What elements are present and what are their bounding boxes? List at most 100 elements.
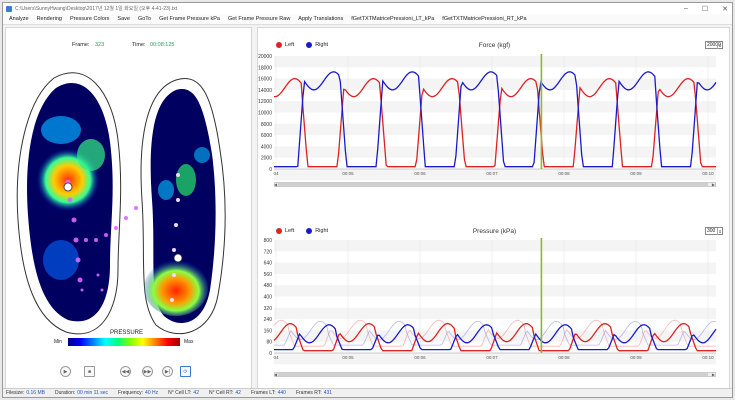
y-tick-label: 10000 — [258, 111, 272, 117]
pressure-color-scale — [68, 338, 180, 346]
filesize-value: 0.16 MB — [26, 390, 45, 396]
pressure-scale-spinner[interactable]: 300 ⇕ — [705, 227, 723, 235]
status-bar: Filesize: 0.16 MB Duration: 00 min 11 sec … — [3, 388, 732, 397]
force-legend-left: Left — [285, 42, 295, 48]
x-tick-label: 00:06 — [414, 171, 426, 176]
time-label: Time: — [132, 42, 146, 48]
x-tick-label: 00:06 — [414, 355, 426, 360]
frame-label: Frame: — [72, 42, 90, 48]
y-tick-label: 320 — [264, 306, 273, 312]
y-tick-label: 800 — [264, 238, 273, 244]
x-tick-label: 00:08 — [558, 355, 570, 360]
legend-left-dot — [276, 42, 282, 48]
x-tick-label: 00:07 — [486, 355, 498, 360]
y-tick-label: 160 — [264, 328, 273, 334]
force-scale-spinner[interactable]: 20000 ⇕ — [705, 41, 723, 49]
menu-bar: Analyze Rendering Pressure Colors Save G… — [3, 14, 732, 25]
menu-frame-kpa[interactable]: Get Frame Pressure kPa — [159, 16, 220, 22]
y-tick-label: 16000 — [258, 77, 272, 83]
y-tick-label: 2000 — [261, 156, 272, 162]
y-tick-label: 8000 — [261, 122, 272, 128]
cell-rt-label: N° Cell RT: — [208, 390, 234, 396]
pressure-min-label: Min — [54, 339, 63, 345]
insole-svg — [16, 72, 226, 335]
loop-button[interactable]: ⟳ — [180, 366, 191, 377]
force-spin-value: 20000 — [707, 42, 721, 48]
right-series-line — [274, 324, 717, 351]
faded-series-line — [274, 320, 717, 346]
y-tick-label: 480 — [264, 283, 273, 289]
pressure-spin-value: 300 — [707, 228, 716, 234]
menu-matrice-lt[interactable]: fGetTXTMatricePressioni_LT_kPa — [351, 16, 435, 22]
y-tick-label: 18000 — [258, 65, 272, 71]
y-tick-label: 0 — [269, 167, 272, 173]
frequency-label: Frequency: — [118, 390, 144, 396]
cell-lt-value: 42 — [193, 390, 199, 396]
x-tick-label: 04 — [273, 355, 279, 360]
minimize-icon[interactable]: – — [683, 5, 688, 12]
legend-right-dot — [306, 228, 313, 234]
pressure-map-panel: Frame: 323 Time: 00:08:125 — [5, 27, 252, 389]
maximize-icon[interactable]: ☐ — [701, 5, 709, 13]
window-title: C:\Users\SunnyHwang\Desktop\2017년 12월 1일… — [15, 6, 178, 12]
pressure-scrollbar[interactable]: ◀ ▶ — [274, 372, 716, 377]
play-button[interactable]: ▶ — [60, 366, 71, 377]
y-tick-label: 0 — [269, 351, 272, 357]
frequency-value: 40 Hz — [145, 390, 159, 396]
legend-right-dot — [306, 42, 313, 48]
y-tick-label: 14000 — [258, 88, 272, 94]
left-cop-marker — [63, 182, 73, 192]
y-tick-label: 20000 — [258, 54, 272, 60]
y-tick-label: 400 — [264, 295, 273, 301]
app-icon — [6, 5, 12, 12]
menu-rendering[interactable]: Rendering — [36, 16, 62, 22]
menu-matrice-rt[interactable]: fGetTXTMatricePressioni_RT_kPa — [442, 16, 527, 22]
y-tick-label: 720 — [264, 249, 273, 255]
menu-goto[interactable]: GoTo — [137, 16, 152, 22]
pressure-legend-right: Right — [315, 228, 329, 234]
title-bar: C:\Users\SunnyHwang\Desktop\2017년 12월 1일… — [3, 3, 732, 14]
frames-lt-label: Frames LT: — [250, 390, 276, 396]
time-value: 00:08:125 — [150, 42, 175, 48]
charts-panel: Left Right Force (kgf) 20000 ⇕ 20000 18000… — [257, 27, 730, 389]
duration-label: Duration: — [54, 390, 76, 396]
skip-end-button[interactable]: ▶| — [162, 366, 173, 377]
close-icon[interactable]: ✕ — [722, 5, 728, 13]
force-plot: 2000018000160001400012000100008000600040… — [258, 54, 717, 181]
right-cop-marker — [173, 253, 183, 263]
pressure-chart-title: Pressure (kPa) — [472, 228, 517, 235]
menu-apply-translations[interactable]: Apply Translations — [298, 16, 344, 22]
duration-value: 00 min 11 sec — [77, 390, 109, 396]
forward-button[interactable]: ▶▶ — [142, 366, 153, 377]
cell-lt-label: N° Cell LT: — [168, 390, 192, 396]
x-tick-label: 00:09 — [630, 355, 642, 360]
filesize-label: Filesize: — [6, 390, 25, 396]
x-tick-label: 00:10 — [702, 171, 714, 176]
force-scrollbar[interactable]: ◀ ▶ — [274, 182, 716, 187]
x-tick-label: 00:08 — [558, 171, 570, 176]
menu-frame-raw[interactable]: Get Frame Pressure Raw — [227, 16, 291, 22]
frames-lt-value: 440 — [277, 390, 286, 396]
y-tick-label: 640 — [264, 261, 273, 267]
frames-rt-value: 431 — [323, 390, 333, 396]
pressure-legend-left: Left — [285, 228, 295, 234]
pressure-scale-label: PRESSURE — [110, 330, 144, 336]
force-chart-title: Force (kgf) — [478, 42, 511, 49]
stop-button[interactable]: ■ — [84, 366, 95, 377]
menu-save[interactable]: Save — [117, 16, 130, 22]
x-tick-label: 04 — [273, 171, 279, 176]
menu-pressure-colors[interactable]: Pressure Colors — [69, 16, 110, 22]
y-tick-label: 4000 — [261, 144, 272, 150]
left-series-line — [274, 77, 716, 168]
legend-left-dot — [276, 228, 282, 234]
pressure-chart: Left Right Pressure (kPa) 300 ⇕ 800 720 640… — [258, 224, 731, 390]
rewind-button[interactable]: ◀◀ — [120, 366, 131, 377]
frames-rt-label: Frames RT: — [295, 390, 322, 396]
right-series-line — [274, 71, 717, 168]
x-tick-label: 00:05 — [342, 355, 354, 360]
menu-analyze[interactable]: Analyze — [9, 16, 29, 22]
force-chart: Left Right Force (kgf) 20000 ⇕ 20000 18000… — [258, 28, 731, 188]
x-tick-label: 00:05 — [342, 171, 354, 176]
